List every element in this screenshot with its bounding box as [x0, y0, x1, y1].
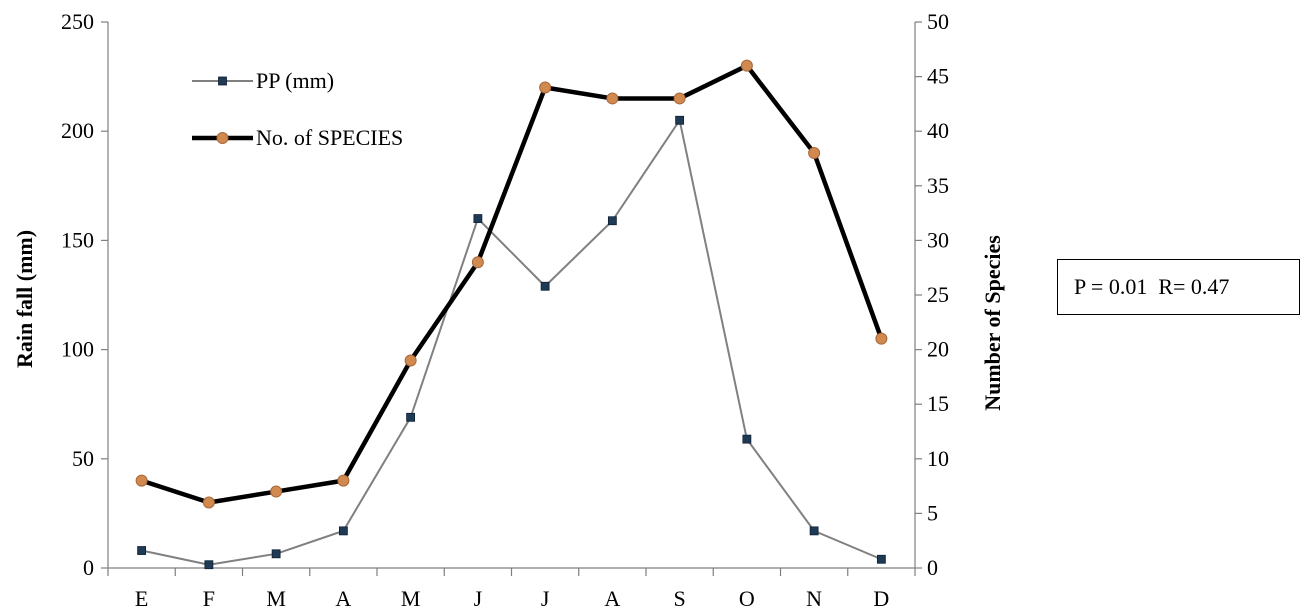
pp-point — [809, 526, 819, 536]
right-tick-label: 20 — [927, 337, 949, 362]
right-tick-label: 40 — [927, 118, 949, 143]
pp-point — [271, 549, 281, 559]
right-tick-label: 45 — [927, 64, 949, 89]
pp-point — [137, 546, 147, 555]
legend-marker-species — [216, 132, 229, 144]
stats-annotation: P = 0.01 R= 0.47 — [1057, 259, 1300, 315]
x-tick-label: J — [541, 586, 550, 611]
species-point — [808, 147, 821, 160]
x-tick-label: E — [135, 586, 148, 611]
pp-point — [607, 216, 617, 226]
legend-label-0: PP (mm) — [256, 68, 334, 93]
x-tick-label: M — [401, 586, 421, 611]
x-tick-label: A — [604, 586, 620, 611]
left-tick-label: 50 — [72, 446, 94, 471]
left-tick-label: 100 — [61, 337, 94, 362]
series-layer — [135, 59, 888, 570]
x-tick-label: D — [873, 586, 889, 611]
left-tick-label: 200 — [61, 118, 94, 143]
species-point — [740, 59, 753, 72]
x-tick-label: M — [266, 586, 286, 611]
x-tick-label: O — [739, 586, 755, 611]
species-point — [202, 496, 215, 509]
right-tick-label: 50 — [927, 9, 949, 34]
pp-point — [473, 214, 483, 223]
legend-marker-pp — [218, 76, 227, 86]
legend: PP (mm) No. of SPECIES — [192, 68, 403, 150]
pp-point — [540, 281, 550, 291]
left-tick-label: 150 — [61, 227, 94, 252]
right-tick-label: 25 — [927, 282, 949, 307]
species-point — [875, 332, 888, 345]
species-point — [606, 92, 619, 105]
left-tick-label: 250 — [61, 9, 94, 34]
pp-point — [876, 554, 886, 564]
right-axis-title: Number of Species — [980, 235, 1005, 411]
axes: 0 50 100 150 200 250 0 5 10 15 20 25 30 35 40 45 50 E F M A M… — [12, 9, 1005, 611]
right-tick-label: 5 — [927, 500, 938, 525]
pp-point — [338, 526, 348, 536]
species-point — [673, 92, 686, 105]
right-tick-label: 15 — [927, 391, 949, 416]
pp-point — [406, 412, 416, 422]
left-tick-label: 0 — [83, 555, 94, 580]
species-point — [270, 485, 283, 498]
series-line-0 — [141, 119, 882, 566]
legend-label-1: No. of SPECIES — [256, 125, 403, 150]
species-point — [337, 474, 350, 487]
right-tick-label: 0 — [927, 555, 938, 580]
x-tick-label: J — [474, 586, 483, 611]
species-point — [539, 81, 552, 94]
x-tick-label: F — [203, 586, 215, 611]
x-tick-label: S — [674, 586, 686, 611]
right-tick-label: 30 — [927, 227, 949, 252]
species-point — [135, 474, 148, 487]
right-tick-label: 10 — [927, 446, 949, 471]
right-tick-label: 35 — [927, 173, 949, 198]
species-point — [404, 354, 417, 367]
pp-point — [675, 115, 685, 125]
pp-point — [742, 434, 752, 444]
series-line-1 — [140, 63, 884, 505]
x-tick-label: N — [806, 586, 822, 611]
x-tick-label: A — [335, 586, 351, 611]
species-point — [471, 256, 484, 269]
left-axis-title: Rain fall (mm) — [12, 230, 37, 368]
pp-point — [204, 560, 214, 570]
